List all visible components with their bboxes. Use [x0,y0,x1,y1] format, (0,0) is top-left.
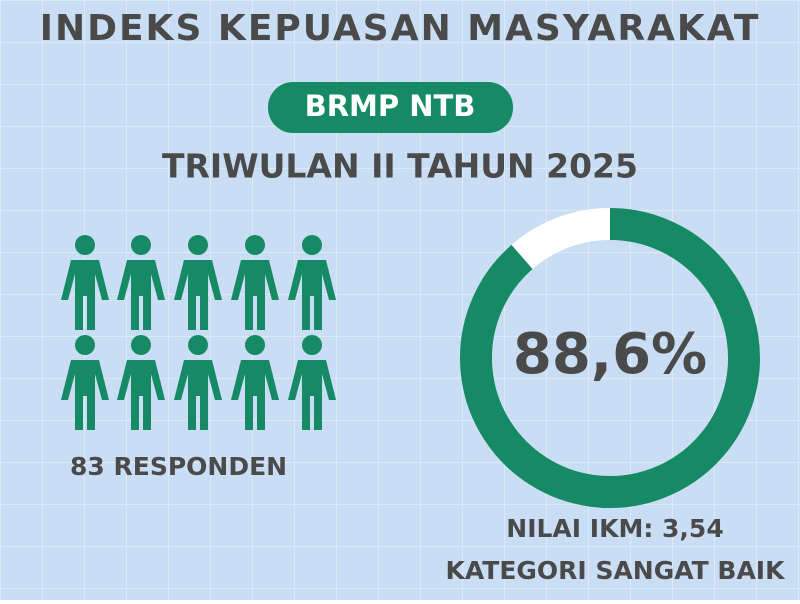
badge: BRMP NTB [305,89,476,123]
person-head [245,235,265,255]
person-body [174,260,222,330]
badge-bg [268,82,513,133]
donut-label: 88,6% [513,322,707,387]
person-body [288,360,336,430]
respondents: 83 RESPONDEN [70,452,287,481]
person-head [188,235,208,255]
person-body [174,360,222,430]
subtitle: TRIWULAN II TAHUN 2025 [162,147,638,186]
person-head [245,335,265,355]
ikm-value: NILAI IKM: 3,54 [506,514,723,543]
person-body [61,260,109,330]
person-body [117,360,165,430]
person-body [117,260,165,330]
title: INDEKS KEPUASAN MASYARAKAT [40,8,761,49]
person-head [131,235,151,255]
person-head [131,335,151,355]
person-body [231,260,279,330]
person-head [188,335,208,355]
person-body [288,260,336,330]
person-head [302,235,322,255]
person-head [75,235,95,255]
people-icons [61,235,336,430]
person-head [302,335,322,355]
donut-segment [460,208,760,508]
person-body [61,360,109,430]
person-head [75,335,95,355]
category: KATEGORI SANGAT BAIK [446,556,787,585]
person-body [231,360,279,430]
